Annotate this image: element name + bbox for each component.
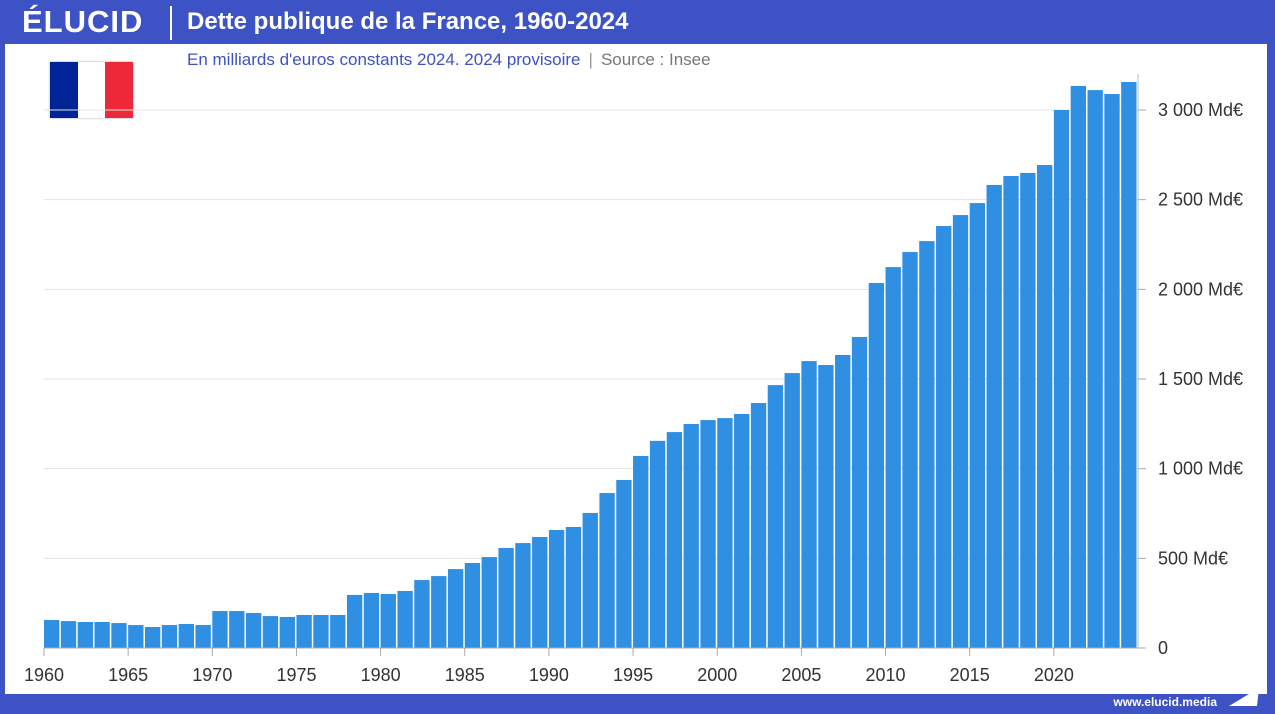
x-tick-label: 2000: [697, 665, 737, 685]
bar-1999: [700, 420, 716, 648]
bar-2015: [969, 203, 986, 648]
elucid-logo: ÉLUCID: [22, 4, 144, 39]
header-divider: [170, 6, 172, 40]
bar-2023: [1104, 94, 1120, 649]
bar-1993: [599, 493, 615, 648]
bar-1960: [44, 620, 60, 648]
elucid-mark-icon: [1229, 688, 1259, 706]
bar-1962: [77, 621, 93, 648]
bar-2009: [868, 283, 885, 648]
chart-subtitle: En milliards d'euros constants 2024. 202…: [187, 50, 711, 70]
bar-1969: [195, 625, 211, 648]
bar-1985: [464, 562, 481, 648]
subtitle-text: En milliards d'euros constants 2024. 202…: [187, 50, 581, 69]
flag-red: [105, 62, 134, 118]
flag-blue: [50, 62, 78, 118]
bar-2022: [1087, 90, 1103, 649]
bar-2003: [767, 385, 784, 648]
bar-1995: [633, 455, 649, 648]
bar-2008: [851, 337, 868, 648]
bar-1997: [666, 432, 683, 648]
bar-1988: [515, 543, 531, 648]
bar-2012: [919, 241, 935, 649]
bar-1976: [313, 615, 329, 648]
bar-1987: [498, 547, 514, 648]
y-tick-label: 1 500 Md€: [1158, 369, 1243, 389]
y-tick-label: 2 000 Md€: [1158, 279, 1243, 299]
x-tick-label: 2020: [1034, 665, 1074, 685]
bar-2020: [1053, 110, 1070, 648]
bar-1975: [296, 615, 312, 648]
bar-1981: [397, 590, 413, 648]
bar-2013: [936, 226, 952, 648]
bar-1964: [111, 623, 127, 648]
y-tick-label: 500 Md€: [1158, 548, 1228, 568]
bar-2002: [750, 403, 767, 648]
bar-1967: [161, 625, 178, 648]
bar-2011: [902, 252, 918, 649]
bar-1977: [330, 615, 346, 648]
bar-2021: [1070, 85, 1087, 648]
bar-1973: [262, 616, 279, 648]
chart-title: Dette publique de la France, 1960-2024: [187, 8, 629, 35]
bar-1984: [447, 569, 464, 648]
x-tick-label: 1990: [529, 665, 569, 685]
bar-2019: [1037, 165, 1053, 648]
x-tick-label: 1975: [276, 665, 316, 685]
bar-2010: [885, 267, 901, 648]
bar-1968: [178, 623, 194, 648]
y-tick-label: 3 000 Md€: [1158, 100, 1243, 120]
bar-1991: [565, 526, 582, 648]
bar-2006: [818, 365, 834, 648]
bar-1982: [414, 580, 430, 648]
bar-1971: [229, 611, 245, 648]
bar-1986: [481, 557, 497, 648]
source-text: Source : Insee: [600, 50, 711, 69]
bar-2004: [784, 373, 800, 648]
bar-1974: [279, 616, 295, 648]
x-tick-label: 1960: [24, 665, 64, 685]
bar-1990: [548, 529, 565, 648]
x-tick-label: 1965: [108, 665, 148, 685]
x-tick-label: 2010: [866, 665, 906, 685]
bar-2017: [1003, 175, 1019, 648]
bar-1965: [128, 625, 144, 648]
bar-1979: [363, 592, 380, 648]
bar-1983: [431, 576, 447, 648]
bar-2018: [1020, 172, 1036, 649]
bar-1994: [616, 479, 632, 648]
y-tick-label: 1 000 Md€: [1158, 459, 1243, 479]
bar-1961: [60, 621, 77, 648]
bar-1963: [94, 621, 110, 648]
bar-1966: [144, 627, 161, 648]
bar-1970: [212, 611, 228, 648]
bar-2024: [1121, 82, 1137, 649]
bar-1998: [683, 424, 699, 648]
bar-1992: [582, 512, 598, 648]
bar-1989: [532, 536, 548, 648]
x-tick-label: 1995: [613, 665, 653, 685]
x-tick-label: 2005: [781, 665, 821, 685]
y-tick-label: 0: [1158, 638, 1168, 658]
bar-2014: [952, 215, 969, 648]
bar-2005: [801, 361, 817, 648]
bar-1980: [380, 594, 396, 648]
bar-1978: [346, 594, 363, 648]
bar-1972: [245, 613, 262, 648]
x-tick-label: 1985: [445, 665, 485, 685]
flag-white: [77, 62, 106, 118]
x-tick-label: 2015: [950, 665, 990, 685]
y-tick-label: 2 500 Md€: [1158, 190, 1243, 210]
bar-2016: [986, 184, 1002, 648]
subtitle-separator: |: [588, 50, 593, 69]
x-tick-label: 1980: [361, 665, 401, 685]
footer-url[interactable]: www.elucid.media: [1113, 695, 1217, 709]
bar-2000: [717, 418, 733, 648]
bar-2001: [734, 413, 750, 648]
x-tick-label: 1970: [192, 665, 232, 685]
france-flag-icon: [50, 62, 134, 118]
bar-1996: [649, 440, 666, 648]
bar-2007: [835, 354, 851, 648]
